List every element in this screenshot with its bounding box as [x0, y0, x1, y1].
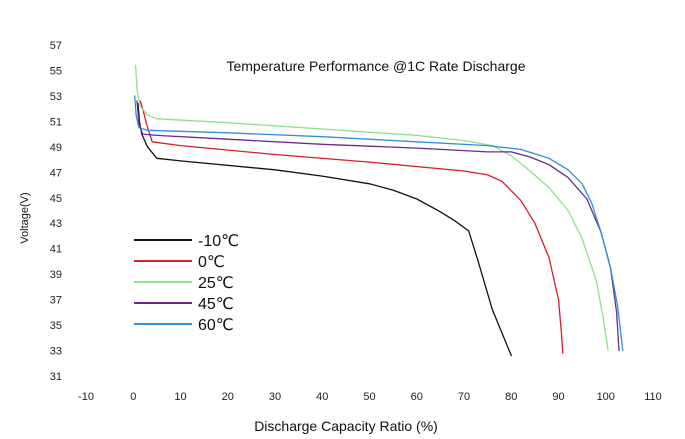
x-tick-labels: -10 0 10 20 30 40 50 60 70 80 90 100 110 — [78, 391, 662, 403]
x-tick-label: 50 — [363, 391, 375, 403]
series-lines — [134, 64, 624, 357]
legend-label: 45℃ — [198, 296, 234, 313]
y-tick-labels: 31 33 35 37 39 41 43 45 47 49 51 53 55 57 — [50, 40, 62, 383]
y-tick-label: 55 — [50, 65, 62, 77]
y-tick-label: 47 — [50, 167, 62, 179]
series-line-3 — [136, 100, 620, 352]
legend-label: 25℃ — [198, 275, 234, 292]
x-tick-label: 70 — [458, 391, 470, 403]
chart-title: Temperature Performance @1C Rate Dischar… — [226, 58, 525, 74]
series-line-1 — [139, 100, 564, 354]
x-tick-label: 40 — [316, 391, 328, 403]
y-tick-label: 41 — [50, 244, 62, 256]
y-tick-label: 53 — [50, 91, 62, 103]
x-tick-label: 0 — [130, 391, 136, 403]
x-tick-label: 20 — [222, 391, 234, 403]
x-tick-label: 60 — [411, 391, 423, 403]
y-tick-label: 57 — [50, 40, 62, 52]
series-line-0 — [137, 102, 512, 357]
legend: -10℃ 0℃ 25℃ 45℃ 60℃ — [134, 233, 239, 334]
x-tick-label: 30 — [269, 391, 281, 403]
legend-label: 0℃ — [198, 254, 225, 271]
y-tick-label: 43 — [50, 218, 62, 230]
series-line-4 — [134, 95, 624, 352]
x-tick-label: 90 — [552, 391, 564, 403]
y-tick-label: 45 — [50, 193, 62, 205]
legend-label: 60℃ — [198, 317, 234, 334]
y-tick-label: 37 — [50, 295, 62, 307]
x-axis-label: Discharge Capacity Ratio (%) — [254, 418, 438, 434]
y-tick-label: 31 — [50, 371, 62, 383]
y-tick-label: 39 — [50, 269, 62, 281]
y-tick-label: 33 — [50, 346, 62, 358]
y-axis-label: Voltage(V) — [19, 192, 31, 243]
x-tick-label: 110 — [644, 391, 662, 403]
x-tick-label: -10 — [78, 391, 94, 403]
x-tick-label: 100 — [597, 391, 615, 403]
legend-label: -10℃ — [198, 233, 239, 250]
x-tick-label: 80 — [505, 391, 517, 403]
y-tick-label: 51 — [50, 116, 62, 128]
y-tick-label: 49 — [50, 142, 62, 154]
series-line-2 — [134, 64, 609, 352]
y-tick-label: 35 — [50, 320, 62, 332]
x-tick-label: 10 — [174, 391, 186, 403]
